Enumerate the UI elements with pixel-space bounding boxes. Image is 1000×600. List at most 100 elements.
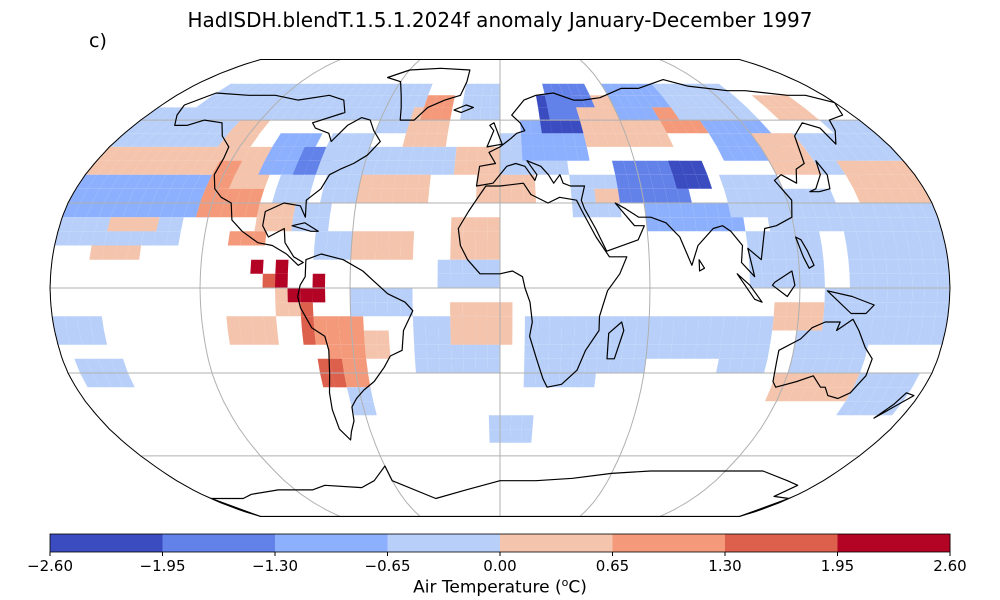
colorbar-tick-label: −1.95 — [139, 557, 186, 575]
grid-cell — [900, 373, 920, 388]
grid-cell — [531, 133, 544, 147]
grid-cell — [694, 344, 709, 359]
grid-cell — [487, 302, 500, 317]
grid-cell — [684, 174, 701, 189]
grid-cell — [101, 245, 117, 260]
grid-cell — [689, 107, 710, 121]
grid-cell — [141, 146, 164, 161]
grid-cell — [119, 160, 142, 175]
colorbar-swatch — [162, 534, 276, 552]
grid-cell — [426, 120, 441, 134]
grid-cell — [771, 146, 792, 161]
grid-cell — [569, 174, 583, 189]
grid-cell — [811, 259, 825, 274]
grid-cell — [794, 373, 812, 388]
grid-cell — [466, 146, 479, 161]
grid-cell — [424, 133, 438, 147]
grid-cell — [560, 344, 574, 359]
grid-cell — [760, 133, 783, 147]
grid-cell — [523, 188, 536, 203]
grid-cell — [490, 95, 500, 108]
grid-cell — [682, 344, 697, 359]
grid-cell — [822, 387, 842, 402]
grid-cell — [176, 188, 194, 203]
grid-cell — [727, 146, 747, 161]
grid-cell — [166, 120, 191, 134]
grid-cell — [231, 146, 251, 161]
grid-cell — [594, 188, 608, 203]
grid-cell — [470, 107, 481, 121]
grid-cell — [477, 146, 490, 161]
grid-cell — [596, 358, 610, 373]
grid-cell — [462, 302, 476, 317]
grid-cell — [658, 344, 672, 359]
grid-cell — [803, 146, 825, 161]
grid-cell — [659, 120, 678, 134]
grid-cell — [791, 217, 807, 232]
grid-cell — [892, 231, 909, 246]
grid-cell — [196, 95, 222, 108]
grid-cell — [757, 231, 773, 246]
grid-cell — [612, 160, 627, 175]
grid-cell — [854, 133, 880, 147]
grid-cell — [413, 330, 427, 345]
grid-cell — [124, 120, 151, 134]
grid-cell — [283, 133, 302, 147]
grid-cell — [908, 316, 923, 331]
grid-cell — [699, 120, 720, 134]
colorbar-swatch — [387, 534, 501, 552]
grid-cell — [131, 160, 153, 175]
grid-cell — [565, 146, 579, 161]
grid-cell — [266, 217, 282, 232]
grid-cell — [320, 107, 339, 121]
grid-cell — [337, 133, 354, 147]
grid-cell — [244, 203, 260, 218]
grid-cell — [453, 160, 467, 175]
grid-cell — [425, 316, 439, 331]
grid-cell — [634, 83, 653, 96]
grid-cell — [135, 203, 152, 218]
grid-cell — [293, 133, 313, 147]
grid-cell — [399, 146, 414, 161]
grid-cell — [440, 107, 453, 121]
grid-cell — [357, 95, 375, 108]
grid-cell — [573, 344, 586, 359]
grid-cell — [376, 95, 393, 108]
grid-cell — [816, 217, 832, 232]
grid-cell — [313, 316, 327, 331]
grid-cell — [829, 120, 855, 134]
grid-cell — [343, 146, 359, 161]
grid-cell — [350, 107, 368, 121]
grid-cell — [899, 273, 913, 288]
grid-cell — [205, 95, 231, 108]
grid-cell — [727, 107, 750, 121]
grid-cell — [463, 344, 476, 359]
grid-cell — [899, 288, 913, 303]
grid-cell — [450, 259, 463, 274]
grid-cell — [869, 401, 892, 416]
grid-cell — [611, 316, 625, 331]
grid-cell — [648, 316, 662, 331]
grid-cell — [696, 330, 711, 345]
grid-cell — [370, 107, 386, 121]
grid-cell — [762, 273, 775, 288]
grid-cell — [788, 387, 807, 402]
grid-cell — [622, 330, 637, 345]
grid-cell — [181, 174, 201, 189]
grid-cell — [243, 95, 267, 108]
grid-cell — [158, 174, 178, 189]
grid-cell — [656, 160, 673, 175]
grid-cell — [152, 146, 175, 161]
grid-cell — [339, 330, 353, 345]
grid-cell — [54, 231, 71, 246]
grid-cell — [759, 245, 774, 260]
grid-cell — [868, 330, 884, 345]
grid-cell — [451, 358, 464, 373]
grid-cell — [116, 231, 132, 246]
grid-cell — [450, 273, 463, 288]
grid-cell — [582, 373, 596, 388]
grid-cell — [560, 358, 573, 373]
grid-cell — [208, 146, 229, 161]
grid-cell — [903, 174, 925, 189]
grid-cell — [521, 415, 534, 430]
